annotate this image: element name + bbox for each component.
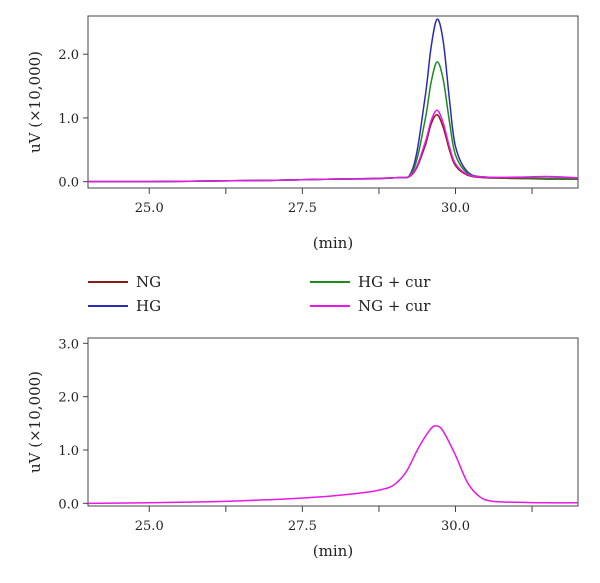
- y-tick-label: 3.0: [58, 337, 79, 352]
- series-line-ng-cur: [87, 109, 579, 183]
- x-tick-label: 25.0: [135, 519, 164, 534]
- series-layer: [87, 18, 579, 183]
- y-tick-label: 1.0: [58, 112, 79, 127]
- legend-item-ng: NG: [88, 273, 161, 291]
- legend-label-ng-cur: NG + cur: [358, 297, 431, 315]
- y-tick-label: 0.0: [58, 497, 79, 512]
- series-line-0: [87, 424, 579, 505]
- series-line-hg-cur: [87, 61, 579, 183]
- x-tick-label: 27.5: [288, 519, 317, 534]
- legend-item-ng-cur: NG + cur: [310, 297, 431, 315]
- plot-frame: [87, 15, 579, 189]
- ticks: 25.0 27.5 30.0 0.0 1.0 2.0: [58, 48, 533, 216]
- series-line-ng: [87, 113, 579, 183]
- series-line-hg: [87, 18, 579, 183]
- x-axis-label: (min): [313, 234, 353, 252]
- x-tick-label: 27.5: [288, 201, 317, 216]
- x-axis-label: (min): [313, 542, 353, 560]
- y-tick-label: 0.0: [58, 176, 79, 191]
- legend-label-hg-cur: HG + cur: [358, 273, 431, 291]
- x-tick-label: 25.0: [135, 201, 164, 216]
- legend-item-hg: HG: [88, 297, 161, 315]
- x-tick-label: 30.0: [441, 201, 470, 216]
- y-tick-label: 1.0: [58, 444, 79, 459]
- legend-label-hg: HG: [136, 297, 161, 315]
- top-chromatogram: 25.0 27.5 30.0 0.0 1.0 2.0 uV (×10,000) (min): [26, 15, 579, 252]
- y-axis-label: uV (×10,000): [26, 51, 44, 153]
- series-layer: [87, 424, 579, 505]
- x-tick-label: 30.0: [441, 519, 470, 534]
- legend-label-ng: NG: [136, 273, 161, 291]
- plot-frame: [87, 337, 579, 507]
- bottom-chromatogram: 25.0 27.5 30.0 0.0 1.0 2.0 3.0 uV (×10,000) (m…: [26, 337, 579, 560]
- y-tick-label: 2.0: [58, 391, 79, 406]
- legend: NG HG HG + cur NG + cur: [88, 273, 431, 315]
- y-axis-label: uV (×10,000): [26, 371, 44, 473]
- legend-item-hg-cur: HG + cur: [310, 273, 431, 291]
- y-tick-label: 2.0: [58, 48, 79, 63]
- ticks: 25.0 27.5 30.0 0.0 1.0 2.0 3.0: [58, 337, 533, 534]
